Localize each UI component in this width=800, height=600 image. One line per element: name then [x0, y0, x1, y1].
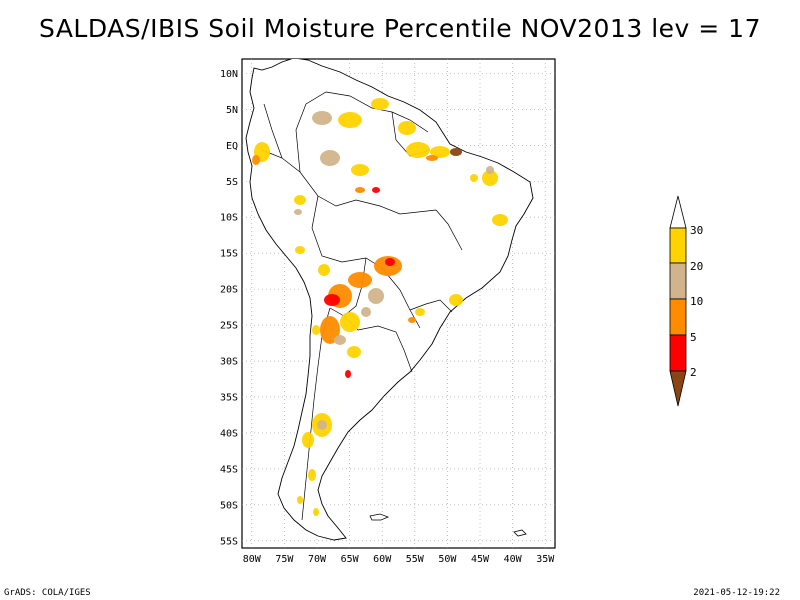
percentile-patch — [294, 209, 302, 215]
legend-label: 2 — [690, 366, 697, 379]
percentile-patch — [430, 146, 450, 158]
latitude-labels: 10N 5N EQ 5S 10S 15S 20S 25S 30S 35S 40S… — [220, 69, 238, 547]
percentile-patch — [338, 112, 362, 128]
lat-label: 45S — [220, 464, 238, 475]
percentile-patch — [426, 155, 438, 161]
lon-label: 50W — [438, 554, 457, 565]
percentile-patch — [347, 346, 361, 358]
legend-label: 30 — [690, 224, 703, 237]
percentile-patch — [320, 316, 340, 344]
legend-swatch-2-5 — [669, 334, 687, 372]
lon-label: 35W — [536, 554, 555, 565]
lon-label: 40W — [504, 554, 523, 565]
percentile-patch — [334, 335, 346, 345]
percentile-patch — [486, 166, 494, 174]
legend-swatch-10-20 — [669, 262, 687, 300]
percentile-patch — [470, 174, 478, 182]
lat-label: 40S — [220, 428, 238, 439]
colorbar-legend — [669, 195, 687, 407]
lat-label: 35S — [220, 392, 238, 403]
legend-labels: 30 20 10 5 2 — [690, 224, 703, 379]
legend-swatch-below-2 — [669, 370, 687, 407]
percentile-patch — [318, 264, 330, 276]
lon-label: 45W — [471, 554, 490, 565]
lat-label: 25S — [220, 321, 238, 332]
percentile-patch — [492, 214, 508, 226]
south-georgia-island — [513, 529, 527, 537]
lat-label: EQ — [226, 141, 238, 152]
lat-label: 50S — [220, 500, 238, 511]
percentile-patch — [345, 370, 351, 378]
percentile-patch — [374, 256, 402, 276]
percentile-patch — [302, 432, 314, 448]
falkland-islands — [369, 513, 390, 521]
grads-credit: GrADS: COLA/IGES — [4, 588, 91, 598]
percentile-patch — [320, 150, 340, 166]
percentile-patch — [371, 98, 389, 110]
percentile-patch — [361, 307, 371, 317]
longitude-labels: 80W 75W 70W 65W 60W 55W 50W 45W 40W 35W — [243, 554, 555, 565]
lat-label: 30S — [220, 357, 238, 368]
percentile-patch — [294, 195, 306, 205]
lat-label: 55S — [220, 536, 238, 547]
legend-swatch-20-30 — [669, 227, 687, 264]
percentile-patch — [372, 187, 380, 193]
percentile-patch — [252, 155, 260, 165]
legend-label: 5 — [690, 331, 697, 344]
percentile-patch — [348, 272, 372, 288]
lon-label: 60W — [373, 554, 392, 565]
percentile-patch — [398, 121, 416, 135]
legend-swatch-above-30 — [669, 195, 687, 229]
timestamp: 2021-05-12-19:22 — [693, 588, 780, 598]
islands — [369, 513, 527, 537]
lon-label: 65W — [341, 554, 360, 565]
lon-label: 55W — [406, 554, 425, 565]
percentile-patch — [308, 469, 316, 481]
legend-label: 20 — [690, 260, 703, 273]
percentile-patch — [312, 111, 332, 125]
percentile-patches — [252, 98, 508, 516]
lat-label: 10N — [220, 69, 238, 80]
legend-label: 10 — [690, 295, 703, 308]
percentile-patch — [415, 308, 425, 316]
map-title: SALDAS/IBIS Soil Moisture Percentile NOV… — [39, 14, 761, 43]
lon-label: 70W — [308, 554, 327, 565]
lon-label: 75W — [275, 554, 294, 565]
percentile-patch — [317, 420, 327, 430]
percentile-patch — [340, 312, 360, 332]
lon-label: 80W — [243, 554, 262, 565]
percentile-patch — [297, 496, 303, 504]
percentile-patch — [406, 142, 430, 158]
lat-label: 10S — [220, 213, 238, 224]
lat-label: 20S — [220, 285, 238, 296]
percentile-patch — [385, 258, 395, 266]
percentile-patch — [449, 294, 463, 306]
percentile-patch — [355, 187, 365, 193]
legend-swatch-5-10 — [669, 298, 687, 336]
percentile-patch — [312, 325, 320, 335]
percentile-patch — [368, 288, 384, 304]
percentile-patch — [351, 164, 369, 176]
lat-label: 15S — [220, 249, 238, 260]
lat-label: 5S — [226, 177, 238, 188]
percentile-patch — [450, 148, 462, 156]
percentile-patch — [324, 294, 340, 306]
percentile-patch — [313, 508, 319, 516]
lat-label: 5N — [226, 105, 238, 116]
percentile-patch — [408, 317, 416, 323]
percentile-patch — [295, 246, 305, 254]
percentile-patch — [482, 170, 498, 186]
